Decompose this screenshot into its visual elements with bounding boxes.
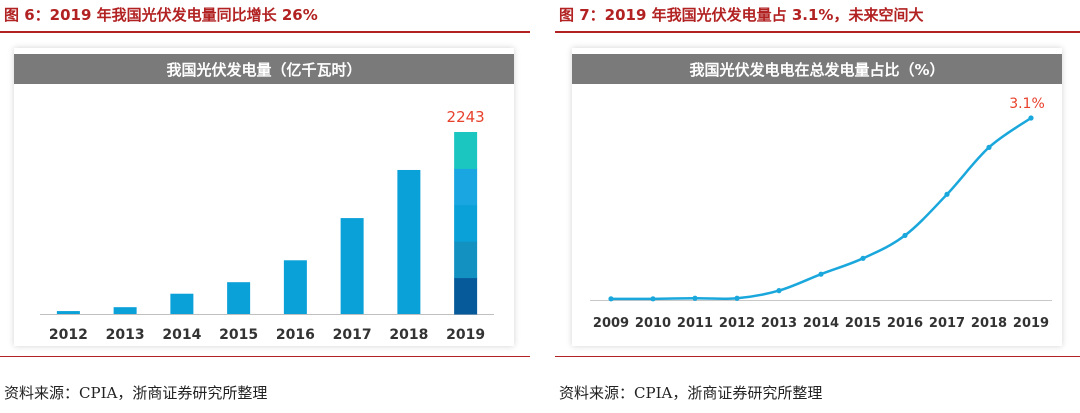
x-tick-label-2015: 2015 [219,327,258,343]
figure-6-title-rule [0,31,530,33]
figure-7-bottom-rule [555,356,1080,357]
figure-6-bottom-rule [0,356,530,357]
x-tick-label-2017: 2017 [929,316,965,331]
line-chart: 我国光伏发电电在总发电量占比（%） 2009 2010 2011 2012 2013 201… [572,54,1062,331]
line-point-2019 [1028,115,1034,121]
x-tick-label-2013: 2013 [761,316,797,331]
bar-2019-segment-5 [454,132,478,169]
line-data-label-2019: 3.1% [1009,96,1045,112]
bar-data-label-2019: 2243 [447,108,485,126]
line-point-2016 [902,232,908,239]
x-tick-label-2015: 2015 [845,316,881,331]
line-point-2017 [944,191,950,197]
x-tick-label-2010: 2010 [635,316,671,331]
x-tick-label-2014: 2014 [803,316,839,331]
line-chart-title: 我国光伏发电电在总发电量占比（%） [689,61,944,79]
figure-6-source: 资料来源：CPIA，浙商证券研究所整理 [4,384,268,402]
x-tick-label-2013: 2013 [106,327,145,343]
x-tick-label-2018: 2018 [389,327,428,343]
figure-6-title: 图 6：2019 年我国光伏发电量同比增长 26% [4,6,318,24]
line-point-2018 [986,144,992,150]
x-tick-label-2009: 2009 [593,316,629,331]
bar-2015 [227,282,251,314]
bar-2016 [283,260,307,314]
bar-2012 [56,311,80,314]
bar-chart-header [14,54,514,84]
line-chart-header [572,54,1062,84]
bar-2019 [454,132,478,315]
x-tick-label-2014: 2014 [162,327,201,343]
x-tick-label-2012: 2012 [719,316,755,331]
x-tick-label-2019: 2019 [1013,316,1049,331]
x-tick-label-2011: 2011 [677,316,713,331]
bar-2017 [340,218,364,314]
figure-6-panel: 图 6：2019 年我国光伏发电量同比增长 26% 我国光伏发电量（亿千瓦时） 2… [0,0,530,413]
x-tick-label-2019: 2019 [446,327,485,343]
line-point-2011 [692,295,698,301]
figure-7-panel: 图 7：2019 年我国光伏发电量占 3.1%，未来空间大 我国光伏发电电在总发… [555,0,1080,413]
bar-2019-segment-3 [454,204,478,242]
bar-2019-segment-2 [454,241,478,279]
x-tick-label-2017: 2017 [333,327,372,343]
x-tick-label-2016: 2016 [276,327,315,343]
line-point-2010 [650,296,656,302]
bar-2019-segment-1 [454,277,478,315]
line-point-2014 [818,271,824,277]
bar-2013 [113,307,137,314]
line-point-2012 [734,295,740,301]
line-chart-card: 我国光伏发电电在总发电量占比（%） 2009 2010 2011 2012 2013 201… [572,48,1062,346]
x-tick-label-2012: 2012 [49,327,88,343]
bar-chart-card: 我国光伏发电量（亿千瓦时） 2012 2013 2014 2015 2016 2017 201… [14,48,514,346]
x-tick-label-2018: 2018 [971,316,1007,331]
bar-2019-segment-4 [454,168,478,206]
bar-chart: 我国光伏发电量（亿千瓦时） 2012 2013 2014 2015 2016 2017 201… [14,54,514,343]
line-point-2013 [776,288,782,294]
bar-2018 [397,169,421,314]
figure-7-title-rule [555,31,1080,33]
line-point-2015 [860,255,866,261]
figure-7-title: 图 7：2019 年我国光伏发电量占 3.1%，未来空间大 [559,6,924,24]
figure-7-source: 资料来源：CPIA，浙商证券研究所整理 [559,384,823,402]
x-tick-label-2016: 2016 [887,316,923,331]
bar-chart-title: 我国光伏发电量（亿千瓦时） [166,61,361,79]
line-point-2009 [608,296,614,302]
bar-2014 [170,293,194,314]
